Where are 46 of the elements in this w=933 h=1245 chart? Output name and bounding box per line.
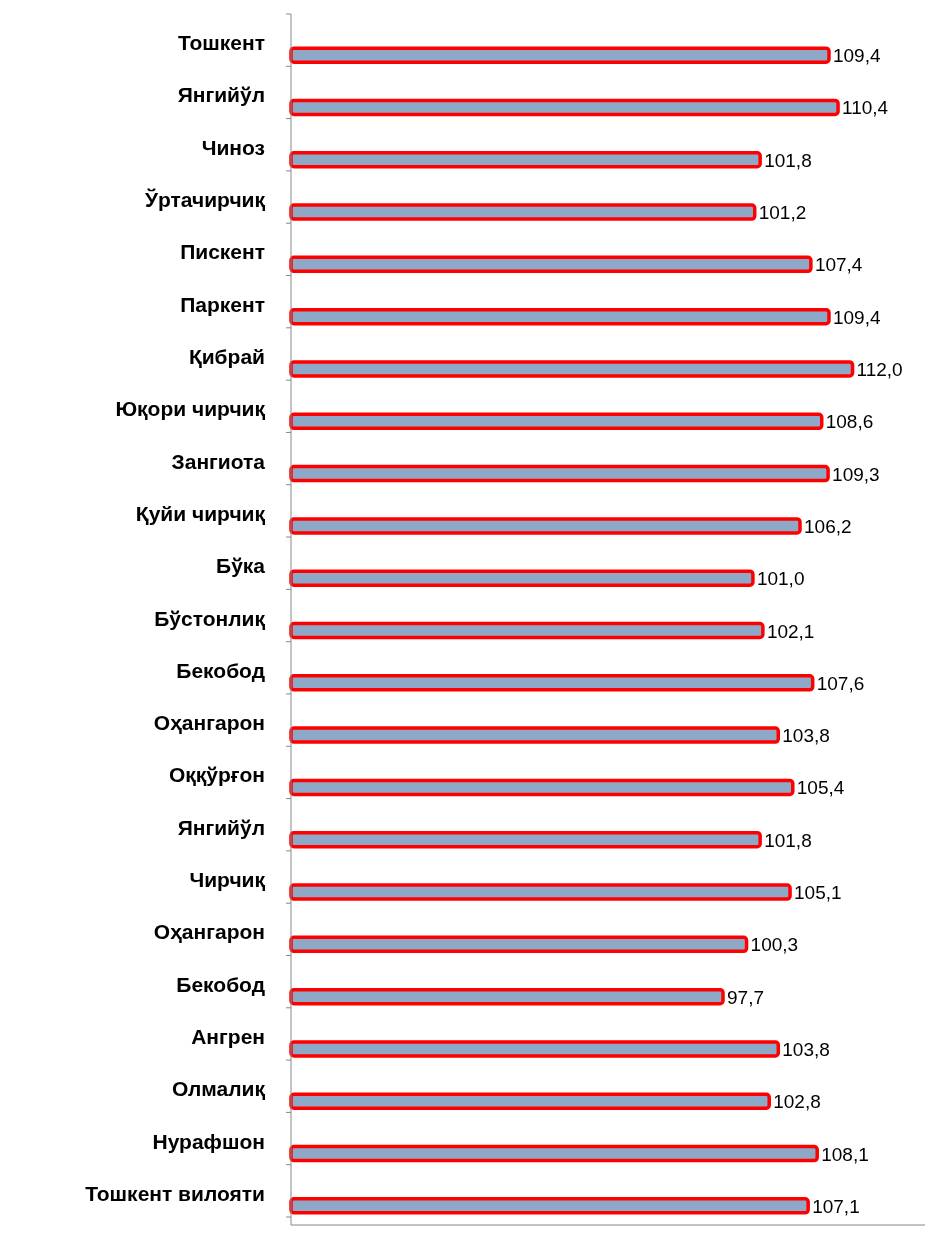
y-tick-label: Ангрен — [191, 1024, 265, 1048]
y-tick-label: Оҳангарон — [153, 920, 265, 944]
y-tick-label: Тошкент вилояти — [85, 1181, 265, 1205]
data-label: 107,4 — [814, 254, 863, 276]
y-tick-label: Оққўрғон — [168, 763, 265, 787]
y-tick-label: Юқори чирчиқ — [115, 397, 266, 421]
data-label: 109,4 — [832, 306, 881, 328]
data-label: 103,8 — [782, 725, 830, 747]
data-label: 103,8 — [782, 1038, 830, 1060]
y-tick-label: Тошкент — [178, 31, 265, 55]
data-label: 108,1 — [821, 1143, 869, 1165]
data-label: 105,1 — [794, 882, 842, 904]
data-label: 108,6 — [825, 411, 874, 433]
data-label: 112,0 — [856, 358, 903, 380]
y-tick-label: Қибрай — [188, 344, 265, 368]
y-tick-label: Янгийўл — [177, 83, 265, 107]
y-tick-label: Чирчиқ — [189, 868, 266, 892]
y-tick-label: Паркент — [180, 292, 265, 316]
y-tick-label: Қуйи чирчиқ — [135, 501, 266, 525]
data-label: 105,4 — [796, 777, 845, 799]
data-label: 101,8 — [764, 829, 812, 851]
y-tick-label: Бекобод — [176, 658, 265, 682]
y-tick-label: Ўртачирчиқ — [143, 188, 266, 212]
y-tick-label: Зангиота — [171, 449, 266, 473]
y-tick-label: Оҳангарон — [153, 711, 265, 735]
data-label: 97,7 — [727, 986, 765, 1008]
y-tick-label: Нурафшон — [152, 1129, 265, 1153]
y-tick-label: Олмалиқ — [171, 1077, 266, 1101]
data-label: 110,4 — [842, 97, 889, 119]
y-tick-label: Янгийўл — [177, 815, 265, 839]
data-label: 102,1 — [766, 620, 815, 642]
y-tick-label: Бўка — [216, 554, 266, 578]
data-label: 102,8 — [773, 1091, 821, 1113]
data-label: 107,1 — [812, 1195, 860, 1217]
data-label: 107,6 — [816, 672, 865, 694]
y-tick-label: Пискент — [180, 240, 265, 264]
data-label: 100,3 — [750, 934, 799, 956]
y-tick-label: Чиноз — [201, 135, 265, 159]
data-label: 101,8 — [764, 149, 812, 171]
data-label: 101,0 — [756, 568, 805, 590]
y-tick-label: Бўстонлиқ — [154, 606, 266, 630]
data-label: 109,4 — [832, 45, 881, 67]
data-label: 106,2 — [804, 515, 852, 537]
data-label: 101,2 — [758, 202, 807, 224]
y-tick-label: Бекобод — [176, 972, 265, 996]
data-label: 109,3 — [832, 463, 880, 485]
